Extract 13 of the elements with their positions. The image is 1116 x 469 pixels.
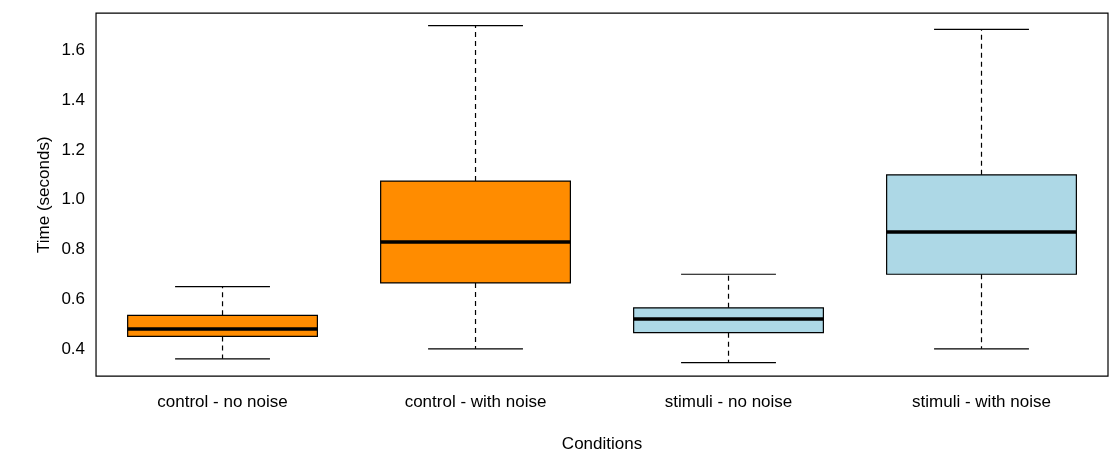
x-axis-title: Conditions	[561, 434, 643, 454]
y-tick-label: 0.6	[61, 288, 86, 308]
y-tick-label: 1.4	[61, 89, 86, 109]
x-tick-label: stimuli - no noise	[664, 392, 793, 412]
x-tick-label: stimuli - with noise	[912, 392, 1051, 412]
y-tick-label: 0.8	[61, 239, 86, 259]
y-tick-label: 1.0	[61, 189, 86, 209]
y-tick-label: 1.6	[61, 40, 86, 60]
y-tick-label: 0.4	[61, 338, 86, 358]
y-tick-label: 1.2	[61, 139, 86, 159]
y-axis-title: Time (seconds)	[33, 136, 53, 253]
x-tick-label: control - no noise	[157, 392, 288, 412]
x-tick-label: control - with noise	[404, 392, 547, 412]
